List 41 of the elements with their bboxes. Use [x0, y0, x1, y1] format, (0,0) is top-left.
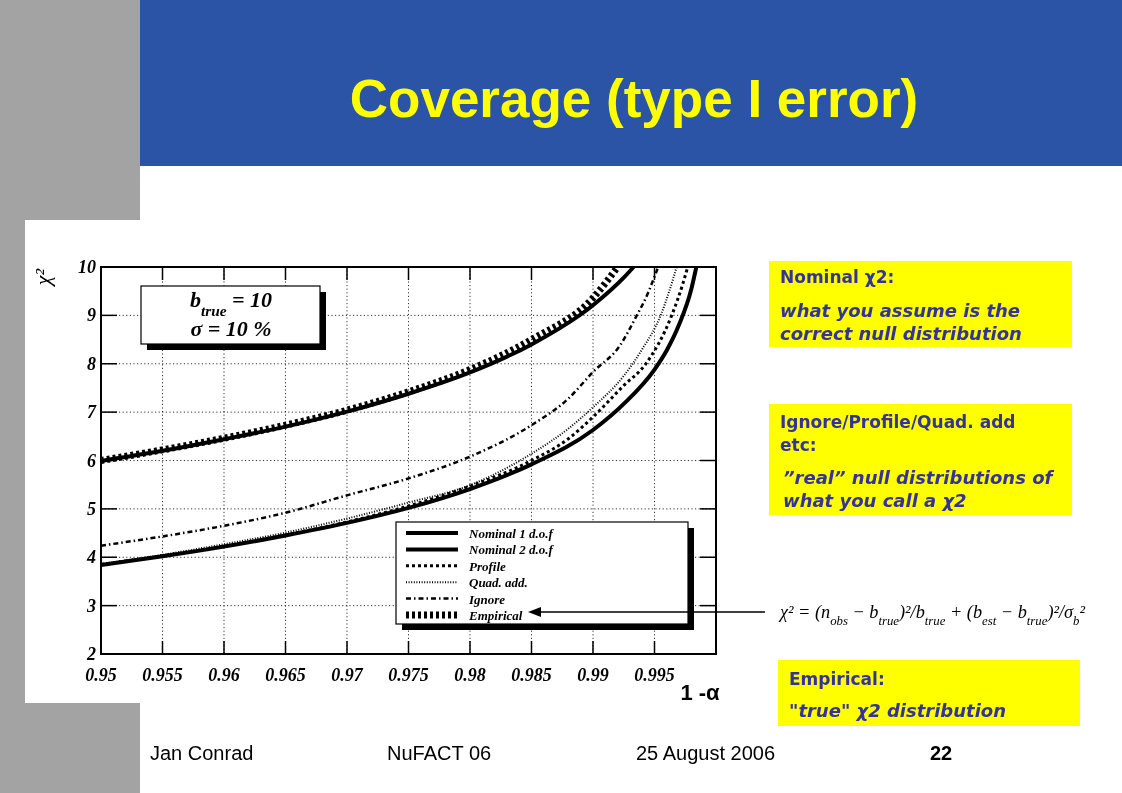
text: χ² = (n$_{obs}$ − b$_{true}$)²/b$_{true}$ + (b$_{est}$ − b$_{true}$)²/σ$_{b}$² [780, 602, 1085, 628]
legend-label: Quad. add. [469, 575, 528, 591]
text: Nominal χ2: [780, 267, 895, 287]
x-tick-label: 0.955 [142, 665, 183, 685]
text: "true" χ2 distribution [789, 700, 1007, 721]
x-tick-label: 0.97 [331, 665, 364, 685]
x-tick-label: 0.965 [265, 665, 306, 685]
text: NuFACT 06 [387, 742, 492, 764]
annotation: b$_{true}$ = 10 [189, 287, 273, 319]
legend-label: Ignore [468, 591, 506, 607]
annotation: σ = 10 % [190, 316, 272, 341]
text: Empirical: [789, 669, 885, 689]
legend-label: Profile [469, 558, 507, 574]
text: what you assume is the correct null distribution [780, 300, 1022, 344]
x-tick-label: 0.995 [634, 665, 675, 685]
text: 25 August 2006 [636, 742, 776, 764]
text: 22 [930, 742, 953, 764]
y-tick-label: 6 [87, 450, 96, 471]
y-tick-label: 8 [87, 353, 96, 374]
y-tick-label: 5 [87, 498, 96, 519]
x-tick-label: 0.99 [577, 665, 609, 685]
x-tick-label: 0.96 [208, 665, 240, 685]
y-axis-title: χ² [30, 268, 55, 288]
y-tick-label: 7 [87, 402, 97, 423]
y-tick-label: 2 [86, 644, 96, 664]
legend-label: Nominal 2 d.o.f [468, 542, 555, 558]
y-tick-label: 10 [78, 257, 96, 277]
x-tick-label: 0.975 [388, 665, 429, 685]
x-axis-title: 1 -α [680, 680, 721, 705]
legend-label: Empirical [468, 608, 523, 623]
legend-label: Nominal 1 d.o.f [468, 526, 555, 541]
text: ”real” null distributions of what you call a χ2 [783, 467, 1055, 511]
x-tick-label: 0.98 [454, 665, 486, 685]
y-tick-label: 4 [86, 547, 96, 568]
y-tick-label: 3 [86, 595, 96, 616]
y-tick-label: 9 [87, 305, 96, 326]
x-tick-label: 0.985 [511, 665, 552, 685]
text: Ignore/Profile/Quad. add etc: [780, 412, 1016, 455]
text: Jan Conrad [150, 742, 254, 764]
x-tick-label: 0.95 [85, 665, 117, 685]
chart-title: Coverage (type I error) [349, 69, 919, 128]
